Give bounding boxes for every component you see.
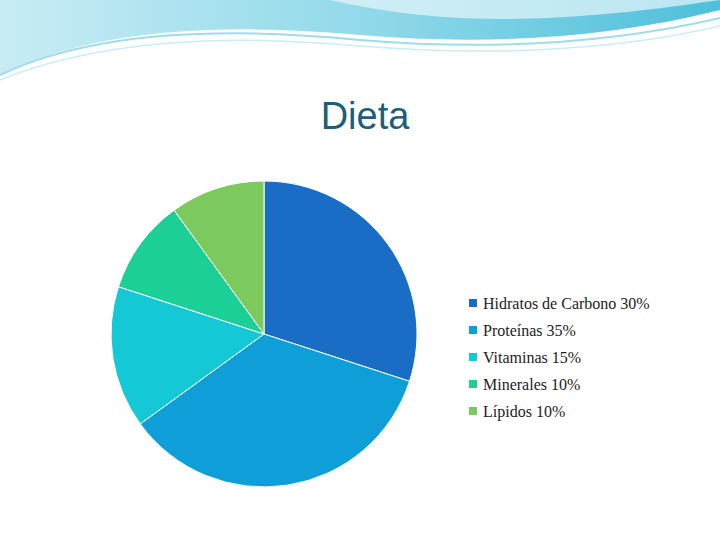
- svg-text:Dieta: Dieta: [321, 95, 411, 137]
- svg-text:Minerales 10%: Minerales 10%: [483, 376, 580, 393]
- svg-text:Hidratos de Carbono 30%: Hidratos de Carbono 30%: [483, 295, 650, 312]
- svg-text:Lípidos 10%: Lípidos 10%: [483, 403, 565, 421]
- svg-text:Vitaminas 15%: Vitaminas 15%: [483, 349, 581, 366]
- svg-text:Proteínas 35%: Proteínas 35%: [483, 322, 576, 339]
